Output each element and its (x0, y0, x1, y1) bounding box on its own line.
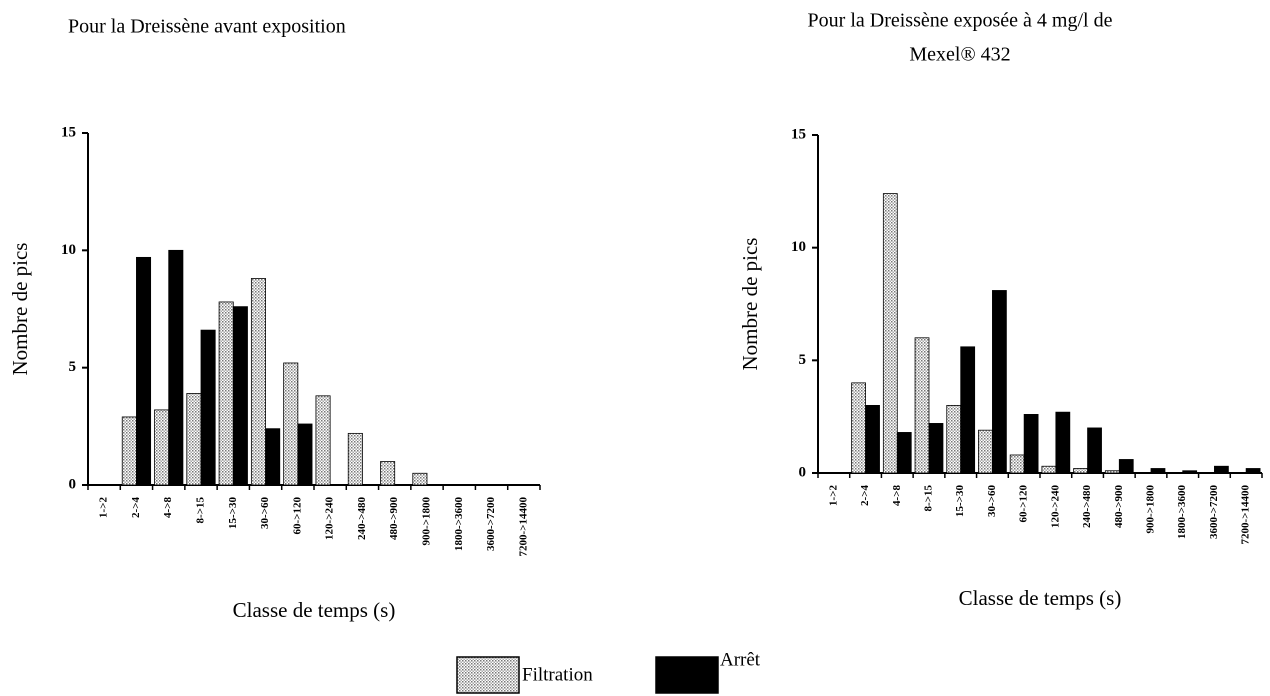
y-tick-label: 5 (799, 352, 807, 368)
y-axis-label: Nombre de pics (738, 238, 762, 371)
y-tick-label: 10 (61, 242, 76, 258)
legend-label: Arrêt (720, 649, 761, 670)
bar (380, 461, 396, 486)
bar (1087, 427, 1102, 474)
x-tick-label: 7200->14400 (1240, 485, 1252, 545)
x-tick-label: 240->480 (1081, 485, 1093, 528)
bar (882, 193, 898, 474)
bar (347, 432, 363, 486)
x-tick-label: 60->120 (291, 497, 303, 535)
y-tick-label: 0 (69, 476, 77, 492)
x-axis-label: Classe de temps (s) (233, 598, 396, 622)
x-tick-label: 2->4 (859, 485, 871, 506)
bar (1118, 459, 1134, 474)
x-tick-label: 4->8 (162, 497, 174, 518)
bar (200, 329, 216, 486)
x-tick-label: 120->240 (324, 497, 336, 540)
bar (1182, 470, 1198, 474)
y-tick-label: 0 (799, 464, 807, 480)
bar (1214, 465, 1229, 474)
bar (865, 404, 880, 474)
x-tick-label: 7200->14400 (517, 497, 529, 557)
bar (992, 290, 1007, 474)
y-tick-label: 15 (791, 126, 806, 142)
x-tick-label: 480->900 (1113, 485, 1125, 528)
bar (315, 395, 331, 486)
x-tick-label: 8->15 (923, 485, 935, 512)
bar (168, 249, 184, 486)
x-tick-label: 3600->7200 (1208, 485, 1220, 539)
x-tick-label: 30->60 (259, 497, 271, 529)
x-tick-label: 900->1800 (1145, 485, 1157, 534)
y-axis-label: Nombre de pics (8, 243, 32, 376)
x-tick-label: 240->480 (356, 497, 368, 540)
bar (297, 423, 313, 486)
x-tick-label: 1800->3600 (1176, 485, 1188, 539)
x-tick-label: 2->4 (130, 497, 142, 518)
bar (851, 382, 866, 474)
x-axis-label: Classe de temps (s) (959, 586, 1122, 610)
bar (1150, 468, 1166, 474)
x-tick-label: 120->240 (1049, 485, 1061, 528)
y-tick-label: 10 (791, 239, 806, 255)
x-tick-label: 1->2 (98, 497, 110, 518)
bar (218, 301, 234, 486)
bar (1104, 470, 1120, 474)
bar (1073, 468, 1088, 474)
legend-label: Filtration (522, 664, 593, 685)
bar (154, 409, 170, 486)
bar (186, 393, 202, 486)
y-tick-label: 5 (69, 359, 77, 375)
chart-title: Mexel® 432 (909, 44, 1010, 66)
chart-title: Pour la Dreissène exposée à 4 mg/l de (808, 10, 1113, 32)
bar (914, 337, 930, 474)
bar (250, 278, 266, 486)
x-tick-label: 1800->3600 (453, 497, 465, 551)
bar (1245, 468, 1261, 474)
bar (928, 423, 944, 474)
bar (960, 346, 976, 474)
bar (978, 429, 993, 474)
bar (1041, 465, 1057, 474)
bar (265, 428, 281, 486)
x-tick-label: 15->30 (227, 497, 239, 529)
legend-swatch (456, 656, 520, 694)
bar (412, 472, 428, 486)
x-tick-label: 480->900 (388, 497, 400, 540)
bar (232, 306, 248, 486)
x-tick-label: 15->30 (954, 485, 966, 517)
bar (1009, 454, 1025, 474)
x-tick-label: 4->8 (891, 485, 903, 506)
bar (1055, 411, 1071, 474)
x-tick-label: 60->120 (1018, 485, 1030, 523)
chart-title: Pour la Dreissène avant exposition (68, 16, 346, 38)
bar (1023, 414, 1039, 474)
bar (283, 362, 299, 486)
x-tick-label: 900->1800 (421, 497, 433, 546)
bar (896, 432, 912, 474)
x-tick-label: 3600->7200 (485, 497, 497, 551)
bar (136, 256, 152, 486)
bar (121, 416, 137, 486)
x-tick-label: 8->15 (195, 497, 207, 524)
legend-swatch (655, 656, 719, 694)
x-tick-label: 1->2 (827, 485, 839, 506)
x-tick-label: 30->60 (986, 485, 998, 517)
y-tick-label: 15 (61, 124, 76, 140)
bar (946, 404, 962, 474)
